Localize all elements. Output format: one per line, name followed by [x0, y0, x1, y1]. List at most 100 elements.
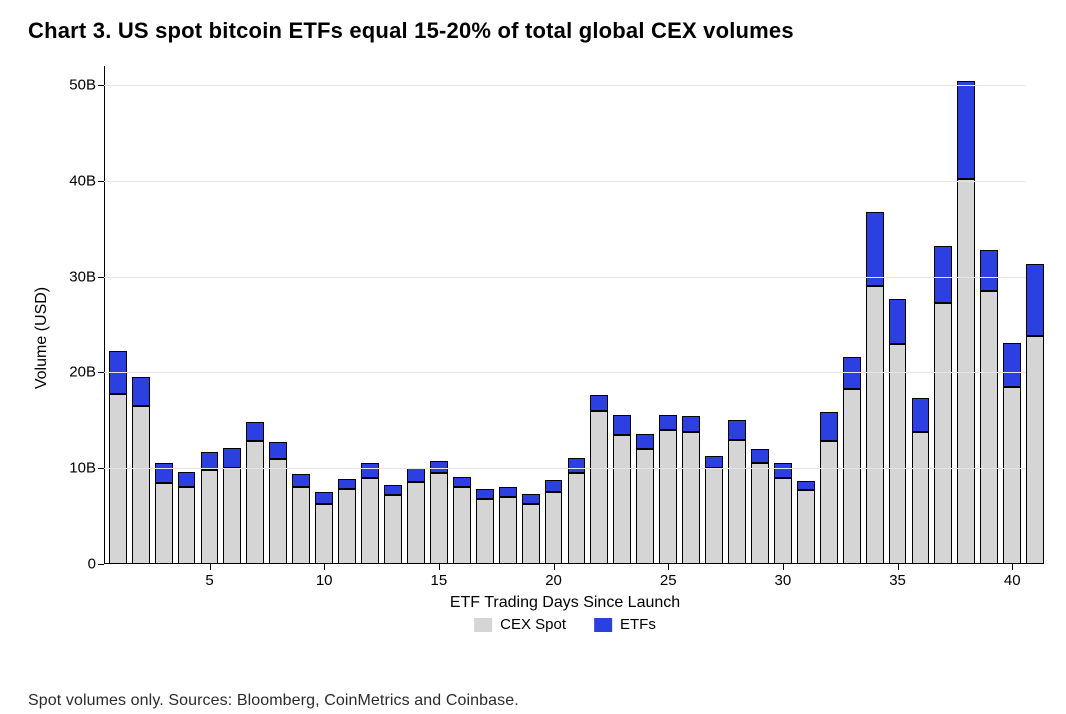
y-tick-label: 10B — [69, 460, 96, 477]
bar-segment-cex — [315, 504, 333, 564]
bar-segment-cex — [705, 468, 723, 564]
y-gridline — [104, 85, 1026, 86]
bar-segment-etfs — [338, 479, 356, 490]
bar-segment-cex — [613, 435, 631, 564]
bar-segment-cex — [361, 478, 379, 564]
x-tick-label: 25 — [660, 572, 677, 589]
bar-segment-cex — [1026, 336, 1044, 564]
bar-segment-cex — [774, 478, 792, 564]
bar — [980, 66, 998, 564]
bar — [659, 66, 677, 564]
bar-segment-etfs — [453, 477, 471, 488]
bar — [866, 66, 884, 564]
bar-segment-cex — [751, 463, 769, 564]
bar-segment-etfs — [1003, 343, 1021, 387]
bar-segment-etfs — [866, 212, 884, 287]
x-tick-mark — [554, 564, 555, 570]
bar-segment-cex — [866, 286, 884, 564]
bar — [315, 66, 333, 564]
bar-segment-etfs — [751, 449, 769, 463]
bar-segment-etfs — [912, 398, 930, 432]
bar-segment-cex — [568, 473, 586, 564]
bar-segment-etfs — [613, 415, 631, 435]
bar — [934, 66, 952, 564]
bar — [178, 66, 196, 564]
bar-segment-etfs — [728, 420, 746, 439]
bar-segment-etfs — [889, 299, 907, 344]
bar — [843, 66, 861, 564]
bar — [1003, 66, 1021, 564]
y-tick-label: 20B — [69, 364, 96, 381]
bar-segment-cex — [269, 459, 287, 564]
x-axis-title: ETF Trading Days Since Launch — [450, 594, 680, 612]
y-tick-label: 0 — [88, 556, 96, 573]
bar-segment-cex — [178, 487, 196, 564]
bar — [590, 66, 608, 564]
bar — [682, 66, 700, 564]
bar — [1026, 66, 1044, 564]
bar-segment-cex — [934, 303, 952, 564]
bar — [407, 66, 425, 564]
legend-label: ETFs — [620, 616, 656, 633]
y-tick-mark — [98, 468, 104, 469]
bar-segment-cex — [659, 430, 677, 564]
bar-segment-etfs — [1026, 264, 1044, 336]
y-tick-mark — [98, 372, 104, 373]
bar — [430, 66, 448, 564]
bar — [820, 66, 838, 564]
bar — [957, 66, 975, 564]
bar — [568, 66, 586, 564]
bar-segment-cex — [797, 490, 815, 564]
bar-segment-etfs — [178, 472, 196, 487]
bar-segment-etfs — [522, 494, 540, 504]
bar-segment-cex — [292, 487, 310, 564]
bar — [797, 66, 815, 564]
x-tick-mark — [783, 564, 784, 570]
bar-segment-cex — [453, 487, 471, 564]
bar-segment-cex — [820, 441, 838, 564]
legend: CEX Spot ETFs — [474, 616, 656, 633]
bar-segment-cex — [223, 468, 241, 564]
bar-segment-etfs — [568, 458, 586, 473]
legend-item: CEX Spot — [474, 616, 566, 633]
x-tick-mark — [324, 564, 325, 570]
bar-segment-cex — [246, 441, 264, 564]
bar — [499, 66, 517, 564]
bar — [201, 66, 219, 564]
y-gridline — [104, 468, 1026, 469]
bar-segment-cex — [155, 483, 173, 564]
bar-segment-etfs — [682, 416, 700, 432]
bar-segment-cex — [132, 406, 150, 564]
bar — [912, 66, 930, 564]
bar-segment-etfs — [246, 422, 264, 441]
y-tick-mark — [98, 85, 104, 86]
bar — [109, 66, 127, 564]
bar-segment-etfs — [797, 481, 815, 491]
x-tick-label: 35 — [889, 572, 906, 589]
bar — [292, 66, 310, 564]
bar-segment-cex — [407, 482, 425, 564]
bar-segment-cex — [499, 497, 517, 564]
bar-segment-cex — [912, 432, 930, 564]
bar-segment-cex — [889, 344, 907, 564]
bar-segment-etfs — [132, 377, 150, 406]
x-tick-label: 40 — [1004, 572, 1021, 589]
y-tick-label: 40B — [69, 172, 96, 189]
y-gridline — [104, 372, 1026, 373]
bar-segment-etfs — [705, 456, 723, 468]
bar-segment-cex — [430, 473, 448, 564]
bar-segment-etfs — [361, 463, 379, 478]
x-tick-label: 5 — [205, 572, 213, 589]
bar-segment-cex — [590, 411, 608, 564]
bar — [338, 66, 356, 564]
bar-segment-etfs — [659, 415, 677, 430]
y-tick-label: 50B — [69, 77, 96, 94]
legend-swatch — [474, 618, 492, 632]
bar — [384, 66, 402, 564]
bar-segment-etfs — [980, 250, 998, 291]
bar-segment-etfs — [269, 442, 287, 458]
bar — [246, 66, 264, 564]
bar-segment-etfs — [957, 81, 975, 179]
bar — [774, 66, 792, 564]
bar-segment-etfs — [545, 480, 563, 492]
